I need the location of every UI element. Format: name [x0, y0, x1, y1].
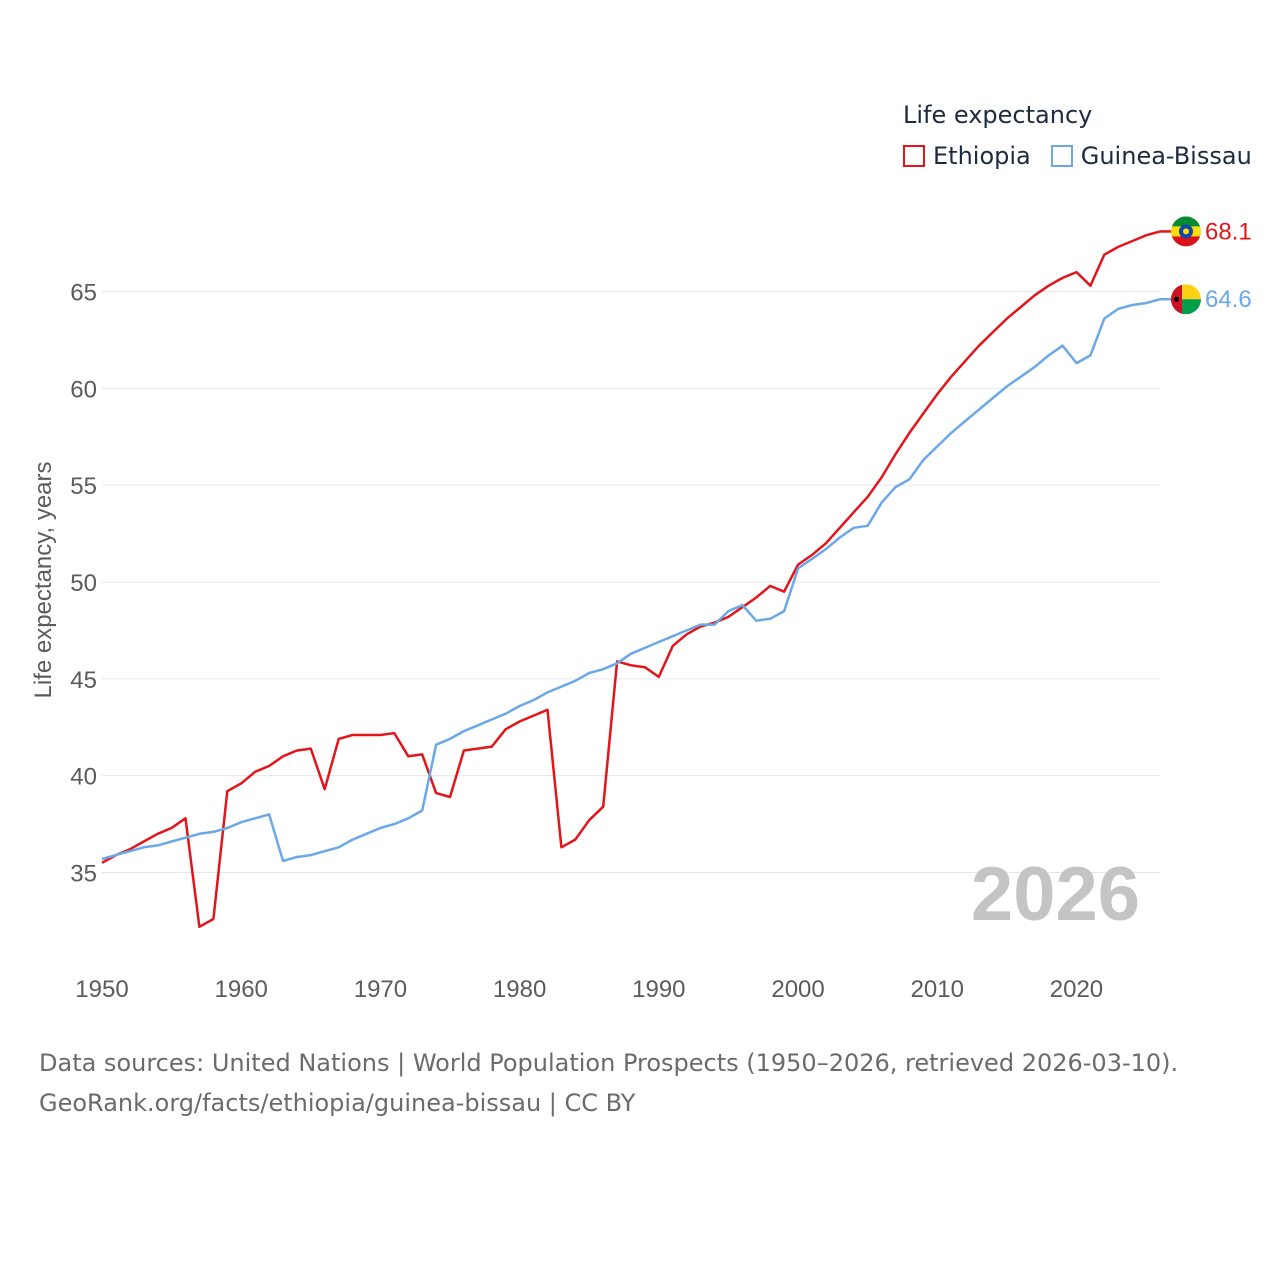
legend-label-guinea-bissau: Guinea-Bissau	[1080, 142, 1252, 170]
y-tick-label: 45	[70, 667, 97, 694]
y-axis-label: Life expectancy, years	[30, 461, 57, 698]
attribution-line[interactable]: GeoRank.org/facts/ethiopia/guinea-bissau…	[39, 1089, 636, 1117]
grid-lines	[102, 290, 1160, 874]
y-tick-label: 55	[70, 473, 97, 500]
x-axis-ticks: 1950 1960 1970 1980 1990 2000 2010 2020	[75, 976, 1103, 1003]
guinea-bissau-flag-icon	[1171, 284, 1201, 315]
legend: Life expectancy Ethiopia Guinea-Bissau	[903, 100, 1272, 170]
ethiopia-flag-icon	[1171, 216, 1201, 247]
legend-item-ethiopia[interactable]: Ethiopia	[903, 142, 1031, 170]
series-line-guinea-bissau	[101, 297, 1161, 863]
y-tick-label: 40	[70, 764, 97, 791]
x-tick-label: 1950	[75, 976, 128, 1003]
y-tick-label: 60	[70, 376, 97, 403]
legend-item-guinea-bissau[interactable]: Guinea-Bissau	[1050, 142, 1252, 170]
legend-swatch-ethiopia	[903, 145, 925, 167]
y-tick-label: 65	[70, 279, 97, 306]
y-tick-label: 35	[70, 861, 97, 888]
year-watermark: 2026	[971, 852, 1140, 937]
x-tick-label: 2000	[771, 976, 824, 1003]
y-axis-ticks: 35 40 45 50 55 60 65	[70, 279, 97, 887]
legend-swatch-guinea-bissau	[1050, 145, 1073, 167]
source-footer: Data sources: United Nations | World Pop…	[39, 1043, 1178, 1123]
legend-label-ethiopia: Ethiopia	[933, 142, 1031, 170]
x-tick-label: 1970	[354, 976, 407, 1003]
series-line-ethiopia	[101, 230, 1161, 929]
line-chart: 35 40 45 50 55 60 65 1950 1960 1970 1980 1990 2000 2…	[30, 216, 1252, 1003]
x-tick-label: 2010	[911, 976, 964, 1003]
x-tick-label: 2020	[1050, 976, 1103, 1003]
y-tick-label: 50	[70, 570, 97, 597]
series-end-markers: 68.1 64.6	[1160, 216, 1252, 315]
series-lines	[101, 230, 1161, 929]
source-line: Data sources: United Nations | World Pop…	[39, 1049, 1179, 1077]
legend-row: Ethiopia Guinea-Bissau	[903, 142, 1272, 170]
x-tick-label: 1990	[632, 976, 685, 1003]
end-value-label-ethiopia: 68.1	[1205, 218, 1252, 245]
x-tick-label: 1980	[493, 976, 546, 1003]
x-tick-label: 1960	[215, 976, 268, 1003]
legend-title: Life expectancy	[903, 101, 1093, 129]
end-value-label-guinea-bissau: 64.6	[1205, 286, 1252, 313]
